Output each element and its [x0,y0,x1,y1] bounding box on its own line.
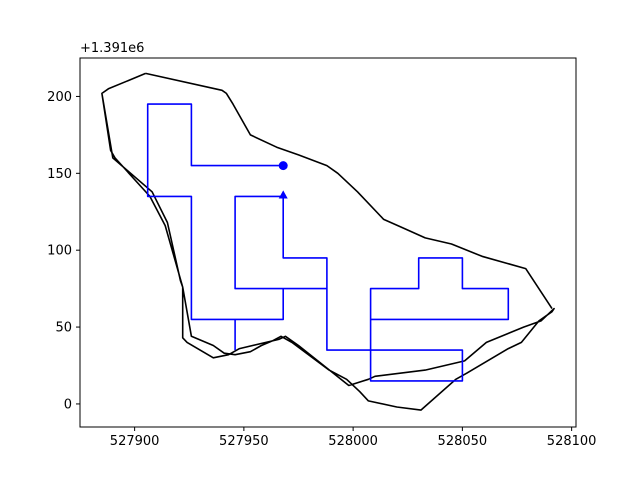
series-line-boundary-top [145,72,553,310]
series-line-boundary [101,72,555,411]
y-tick-label: 100 [47,244,72,259]
x-tick-label: 527900 [110,434,160,449]
x-tick-label: 528100 [547,434,597,449]
marker-end [278,190,288,199]
y-tick-label: 200 [47,90,72,105]
y-tick-label: 50 [55,321,72,336]
marker-start [278,161,288,171]
y-offset-label: +1.391e6 [80,41,144,56]
axes-frame [79,57,577,428]
x-tick-label: 527950 [219,434,269,449]
x-tick-label: 528000 [328,434,378,449]
x-tick-label: 528050 [438,434,488,449]
series-line-path [146,103,510,382]
y-tick-label: 0 [64,397,72,412]
y-tick-label: 150 [47,167,72,182]
x-axis: 527900 527950 528000 528050 528100 [110,427,597,449]
plot-area [101,72,555,411]
y-axis: 0 50 100 150 200 [47,90,80,412]
